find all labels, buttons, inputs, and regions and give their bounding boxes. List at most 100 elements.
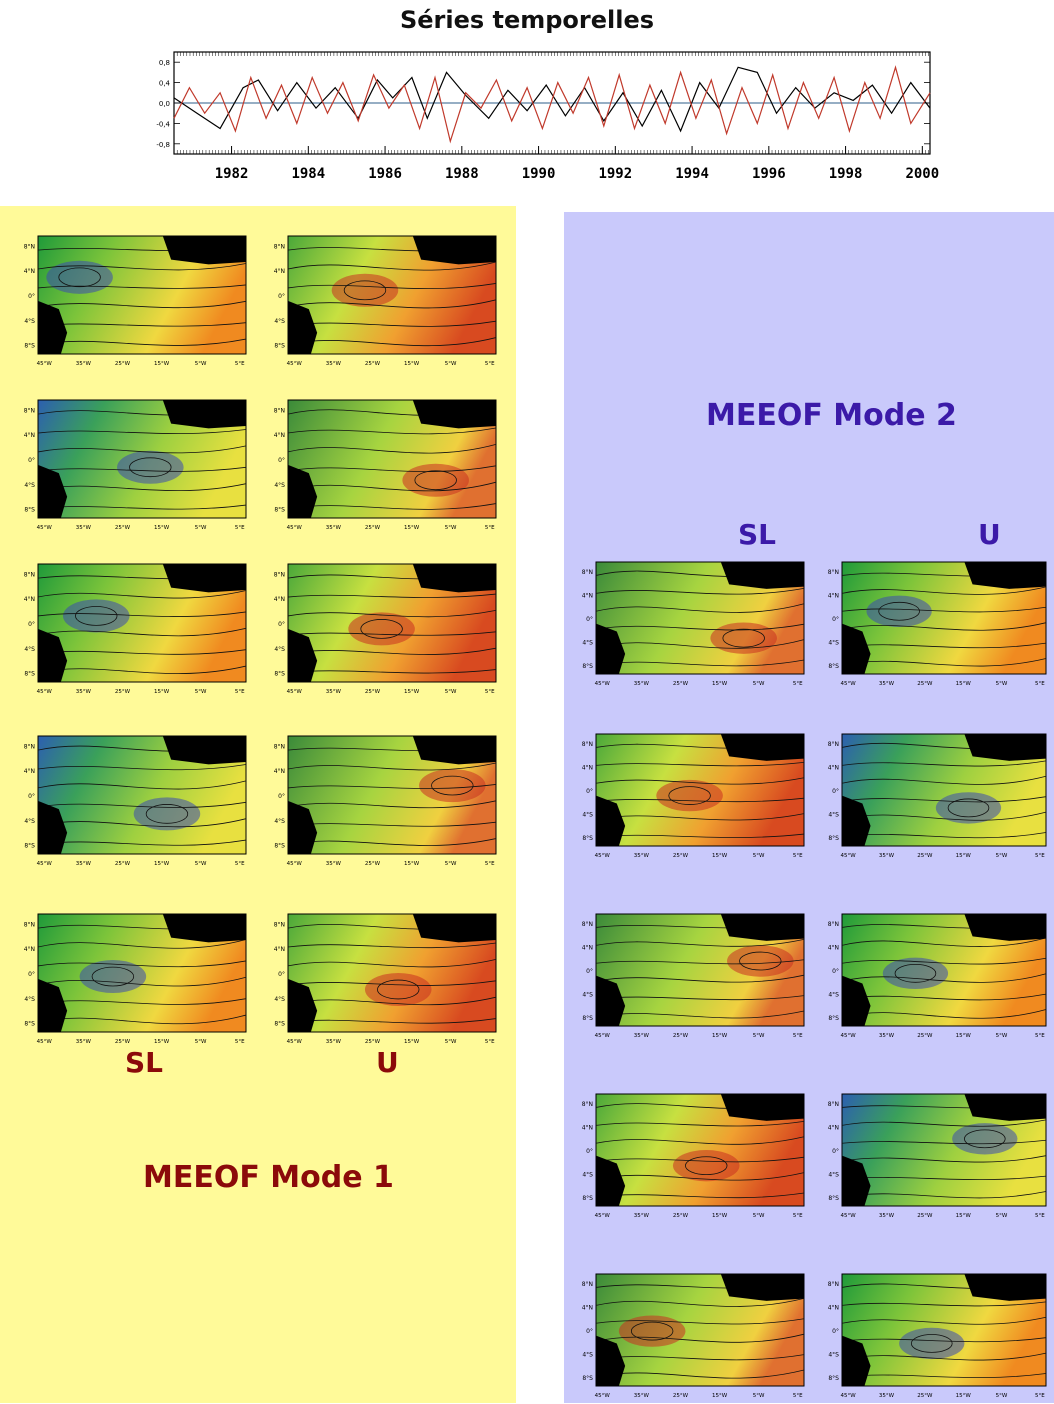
map-extremum bbox=[79, 960, 147, 994]
mode1-sl-map-1: 8°N 4°N 0° 4°S 8°S 45°W 35°W 25°W 15°W 5°W 5°E bbox=[8, 232, 252, 372]
y-tick-label: 0,0 bbox=[159, 100, 170, 108]
contour-line bbox=[595, 1333, 805, 1343]
lat-label: 4°S bbox=[828, 1352, 839, 1359]
lon-label: 35°W bbox=[634, 1033, 650, 1039]
contour-line bbox=[287, 610, 497, 618]
lon-label: 15°W bbox=[712, 1033, 728, 1039]
y-tick-label: -0,4 bbox=[156, 120, 170, 128]
lon-label: 25°W bbox=[673, 1213, 689, 1219]
lon-label: 35°W bbox=[634, 681, 650, 687]
y-tick-label: 0,4 bbox=[159, 80, 171, 88]
contour-line bbox=[287, 942, 497, 949]
lon-label: 35°W bbox=[76, 861, 92, 867]
contour-line bbox=[37, 466, 247, 472]
lat-label: 4°N bbox=[24, 268, 35, 275]
lon-label: 35°W bbox=[326, 861, 342, 867]
land-africa bbox=[720, 562, 804, 589]
lat-label: 4°N bbox=[582, 592, 593, 599]
lat-label: 8°N bbox=[274, 921, 285, 928]
lon-label: 5°E bbox=[485, 361, 495, 367]
lon-label: 25°W bbox=[917, 1213, 933, 1219]
mode1-sl-map-4: 8°N 4°N 0° 4°S 8°S 45°W 35°W 25°W 15°W 5°W 5°E bbox=[8, 732, 252, 872]
contour-line bbox=[37, 284, 247, 289]
lon-label: 35°W bbox=[634, 1213, 650, 1219]
lat-label: 8°S bbox=[24, 507, 35, 514]
mode2-sl-map-4: 8°N 4°N 0° 4°S 8°S 45°W 35°W 25°W 15°W 5°W 5°E bbox=[566, 1090, 810, 1224]
contour-line bbox=[37, 611, 247, 617]
contour-line bbox=[287, 465, 497, 472]
lat-label: 8°N bbox=[582, 569, 593, 576]
lat-label: 4°S bbox=[274, 818, 285, 825]
lon-label: 25°W bbox=[673, 1393, 689, 1399]
map-extremum bbox=[899, 1327, 965, 1360]
contour-line bbox=[37, 445, 247, 454]
lat-label: 4°N bbox=[582, 944, 593, 951]
lat-label: 8°N bbox=[24, 743, 35, 750]
map-extremum bbox=[710, 622, 777, 654]
lat-label: 8°S bbox=[24, 671, 35, 678]
lon-label: 15°W bbox=[712, 681, 728, 687]
lat-label: 4°S bbox=[274, 318, 285, 325]
lat-label: 4°N bbox=[24, 596, 35, 603]
lat-label: 8°S bbox=[828, 1015, 839, 1022]
contour-ring bbox=[75, 606, 118, 626]
land-south-america bbox=[288, 978, 318, 1032]
contour-line bbox=[595, 1297, 805, 1307]
map-extremum bbox=[331, 273, 399, 307]
lon-label: 35°W bbox=[326, 689, 342, 695]
lat-label: 8°S bbox=[582, 663, 593, 670]
contour-line bbox=[841, 1337, 1047, 1343]
lon-label: 5°E bbox=[235, 361, 245, 367]
land-africa bbox=[964, 562, 1046, 589]
contour-ring bbox=[894, 964, 937, 983]
lat-label: 8°N bbox=[582, 1281, 593, 1288]
lat-label: 4°N bbox=[828, 1304, 839, 1311]
lon-label: 35°W bbox=[879, 1033, 895, 1039]
lon-label: 5°W bbox=[445, 361, 457, 367]
contour-ring bbox=[145, 804, 189, 824]
contour-line bbox=[595, 777, 805, 785]
mode1-sl-map-2: 8°N 4°N 0° 4°S 8°S 45°W 35°W 25°W 15°W 5°W 5°E bbox=[8, 396, 252, 536]
lat-label: 0° bbox=[28, 971, 35, 978]
contour-ring bbox=[722, 628, 765, 648]
lon-label: 15°W bbox=[154, 1039, 170, 1045]
land-south-america bbox=[288, 300, 318, 354]
land-africa bbox=[162, 236, 246, 265]
contour-line bbox=[841, 1316, 1047, 1325]
contour-line bbox=[595, 1120, 805, 1127]
contour-ring bbox=[431, 775, 474, 796]
contour-line bbox=[595, 1136, 805, 1145]
lon-label: 45°W bbox=[595, 853, 611, 859]
land-south-america bbox=[38, 464, 68, 518]
lon-label: 5°E bbox=[235, 689, 245, 695]
contour-line bbox=[287, 762, 497, 771]
contour-line bbox=[595, 938, 805, 947]
x-tick-label: 1988 bbox=[445, 166, 479, 182]
lat-label: 8°S bbox=[582, 1015, 593, 1022]
contour-line bbox=[287, 444, 497, 454]
lon-label: 5°W bbox=[195, 361, 207, 367]
mode2-sl-map-3: 8°N 4°N 0° 4°S 8°S 45°W 35°W 25°W 15°W 5°W 5°E bbox=[566, 910, 810, 1044]
lon-label: 5°W bbox=[445, 689, 457, 695]
lat-label: 8°S bbox=[24, 343, 35, 350]
lon-label: 5°W bbox=[195, 689, 207, 695]
lon-label: 25°W bbox=[365, 689, 381, 695]
contour-line bbox=[287, 784, 497, 789]
lat-label: 4°N bbox=[24, 946, 35, 953]
lon-label: 5°E bbox=[793, 853, 803, 859]
lon-label: 25°W bbox=[365, 1039, 381, 1045]
lat-label: 0° bbox=[278, 793, 285, 800]
lon-label: 25°W bbox=[365, 525, 381, 531]
contour-ring bbox=[343, 280, 387, 301]
y-tick-label: -0,8 bbox=[156, 141, 170, 149]
contour-line bbox=[287, 980, 497, 986]
map-extremum bbox=[62, 599, 130, 633]
x-tick-label: 1990 bbox=[522, 166, 556, 182]
lat-label: 0° bbox=[832, 1328, 839, 1335]
lat-label: 4°N bbox=[274, 768, 285, 775]
lon-label: 5°W bbox=[996, 1393, 1008, 1399]
lon-label: 35°W bbox=[326, 1039, 342, 1045]
lon-label: 15°W bbox=[956, 853, 972, 859]
lon-label: 15°W bbox=[404, 689, 420, 695]
lon-label: 15°W bbox=[712, 853, 728, 859]
